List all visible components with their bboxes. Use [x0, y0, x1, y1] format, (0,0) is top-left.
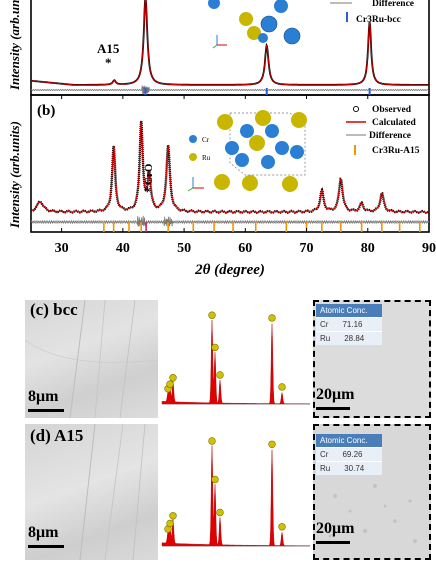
eds-peak-marker	[211, 475, 219, 484]
atom-label-cr: Cr	[202, 136, 210, 144]
eds-spectrum-fill	[161, 445, 311, 547]
x-tick-label: 80	[361, 241, 375, 256]
element-ru: Ru	[320, 334, 331, 343]
annotation-star-a: *	[105, 55, 112, 70]
sem-image-d	[25, 424, 158, 560]
eds-peak-marker	[166, 380, 174, 388]
panel-b-frame	[30, 94, 430, 233]
eds-peak-marker	[208, 311, 216, 319]
eds-peak-marker	[268, 440, 276, 448]
legend-b-difference: Difference	[369, 131, 411, 141]
legend-a-phase: Cr3Ru-bcc	[356, 15, 401, 25]
panel-label-d: (d) A15	[30, 426, 84, 445]
eds-spectrum-fill	[161, 319, 311, 405]
eds-spectrum-d	[160, 424, 312, 560]
value-cr: 69.26	[342, 450, 363, 459]
calculated-trace-a	[31, 0, 429, 86]
panel-label-c: (c) bcc	[30, 300, 78, 319]
annotation-a15: A15	[97, 41, 120, 56]
xlabel: 2θ (degree)	[194, 262, 265, 278]
legend-a: Difference Cr3Ru-bcc	[330, 0, 414, 25]
eds-peak-marker	[211, 343, 219, 352]
table-header-c: Atomic Conc.	[316, 304, 382, 317]
scale-label-d-left: 8μm	[28, 524, 59, 541]
sem-texture-d	[328, 484, 417, 543]
x-tick-label: 50	[177, 241, 191, 256]
legend-a-difference: Difference	[372, 0, 414, 9]
scale-label-c-left: 8μm	[28, 388, 59, 405]
scale-label-c-right: 20μm	[316, 386, 355, 403]
annotation-star-b: *	[144, 184, 151, 199]
x-tick-label: 30	[55, 241, 69, 256]
scalebar-d-right	[316, 541, 350, 544]
xrd-figure: Intensity (arb.units) Intensity (arb.uni…	[7, 0, 436, 278]
table-row: Cr 71.16	[316, 317, 382, 331]
observed-trace-a	[31, 0, 429, 86]
scale-label-d-right: 20μm	[316, 520, 355, 537]
value-cr: 71.16	[342, 320, 363, 329]
eds-peak-marker	[166, 519, 174, 528]
crystal-structure-bcc	[208, 0, 301, 49]
sem-scratches-c	[25, 300, 158, 418]
ylabel-a: Intensity (arb.units)	[7, 0, 22, 91]
table-row: Ru 30.74	[316, 461, 382, 475]
eds-peak-marker	[169, 512, 177, 520]
atomic-conc-table-c: Atomic Conc. Cr 71.16 Ru 28.84	[316, 304, 382, 345]
element-cr: Cr	[320, 450, 329, 459]
x-tick-label: 60	[238, 241, 252, 256]
table-row: Ru 28.84	[316, 331, 382, 345]
x-tick-label: 70	[300, 241, 314, 256]
crystal-structure-a15: Cr Ru	[187, 110, 307, 192]
legend-b-observed: Observed	[372, 105, 412, 115]
atomic-conc-table-d: Atomic Conc. Cr 69.26 Ru 30.74	[316, 434, 382, 475]
value-ru: 30.74	[344, 464, 365, 473]
table-row: Cr 69.26	[316, 447, 382, 461]
eds-peak-marker	[216, 371, 224, 379]
eds-peak-marker	[216, 508, 224, 517]
element-cr: Cr	[320, 320, 329, 329]
x-tick-label: 90	[422, 241, 436, 256]
eds-peak-marker	[169, 374, 177, 382]
eds-peak-marker	[278, 523, 286, 531]
sem-scratches-d	[79, 424, 146, 560]
legend-b-phase: Cr3Ru-A15	[372, 146, 420, 156]
annotation-cro: CrO	[143, 163, 155, 185]
scalebar-d-left	[28, 545, 64, 548]
scalebar-c-right	[316, 407, 350, 410]
eds-peak-marker	[278, 383, 286, 391]
calculated-trace-b	[30, 120, 430, 214]
table-header-d: Atomic Conc.	[316, 434, 382, 447]
difference-trace-b	[30, 215, 430, 228]
x-tick-label: 40	[116, 241, 130, 256]
element-ru: Ru	[320, 464, 331, 473]
legend-b-calculated: Calculated	[372, 118, 417, 128]
difference-trace-a	[31, 85, 429, 95]
scalebar-c-left	[28, 409, 64, 412]
legend-b: Observed Calculated Difference Cr3Ru-A15	[346, 105, 420, 156]
sem-image-c	[25, 300, 158, 418]
value-ru: 28.84	[344, 334, 365, 343]
eds-peak-marker	[208, 437, 216, 445]
eds-peak-marker	[268, 314, 276, 322]
ylabel-b: Intensity (arb.units)	[7, 121, 22, 229]
atom-label-ru: Ru	[202, 154, 211, 162]
eds-spectrum-c	[160, 300, 312, 418]
panel-label-b: (b)	[37, 103, 55, 119]
